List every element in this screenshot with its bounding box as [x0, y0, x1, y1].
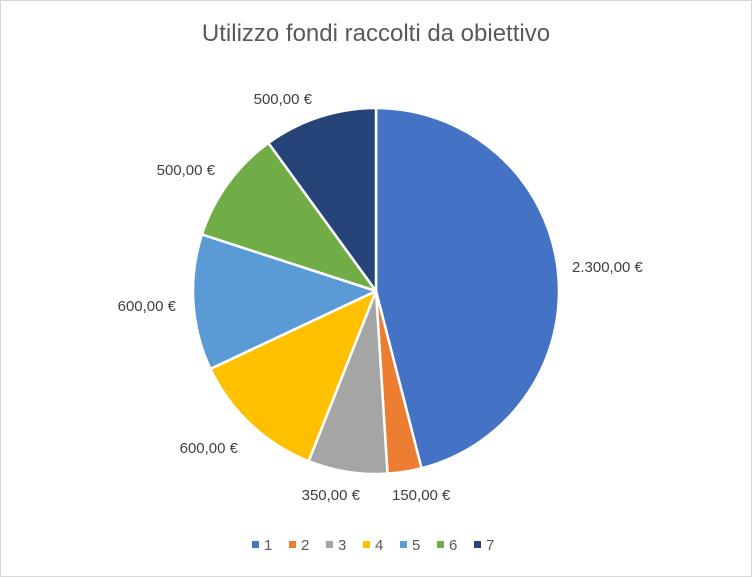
- data-label-1: 2.300,00 €: [572, 259, 644, 276]
- legend-swatch-7: [474, 541, 481, 548]
- data-labels: 2.300,00 € 150,00 € 350,00 € 600,00 € 600,00…: [118, 91, 644, 504]
- pie-slice-1: [374, 106, 561, 470]
- data-label-6: 500,00 €: [157, 162, 216, 179]
- legend-swatch-5: [400, 541, 407, 548]
- data-label-4: 600,00 €: [180, 440, 239, 457]
- legend-label-1: 1: [264, 537, 272, 554]
- legend-swatch-4: [363, 541, 370, 548]
- pie-slice-5: [191, 233, 378, 371]
- legend-label-3: 3: [338, 537, 346, 554]
- legend: 1 2 3 4 5 6 7: [252, 537, 494, 554]
- pie-slice-7: [267, 106, 378, 293]
- data-label-5: 600,00 €: [118, 298, 177, 315]
- legend-label-5: 5: [412, 537, 420, 554]
- legend-label-6: 6: [449, 537, 457, 554]
- pie-slice-6: [200, 141, 378, 293]
- pie-slices: [191, 106, 561, 476]
- legend-swatch-6: [437, 541, 444, 548]
- data-label-7: 500,00 €: [254, 91, 313, 108]
- legend-swatch-1: [252, 541, 259, 548]
- legend-label-2: 2: [301, 537, 309, 554]
- legend-swatch-2: [289, 541, 296, 548]
- pie-slice-4: [209, 289, 378, 463]
- chart-title: Utilizzo fondi raccolti da obiettivo: [201, 20, 551, 47]
- data-label-3: 350,00 €: [302, 487, 361, 504]
- legend-label-7: 7: [486, 537, 494, 554]
- legend-swatch-3: [326, 541, 333, 548]
- data-label-2: 150,00 €: [392, 487, 451, 504]
- legend-label-4: 4: [375, 537, 383, 554]
